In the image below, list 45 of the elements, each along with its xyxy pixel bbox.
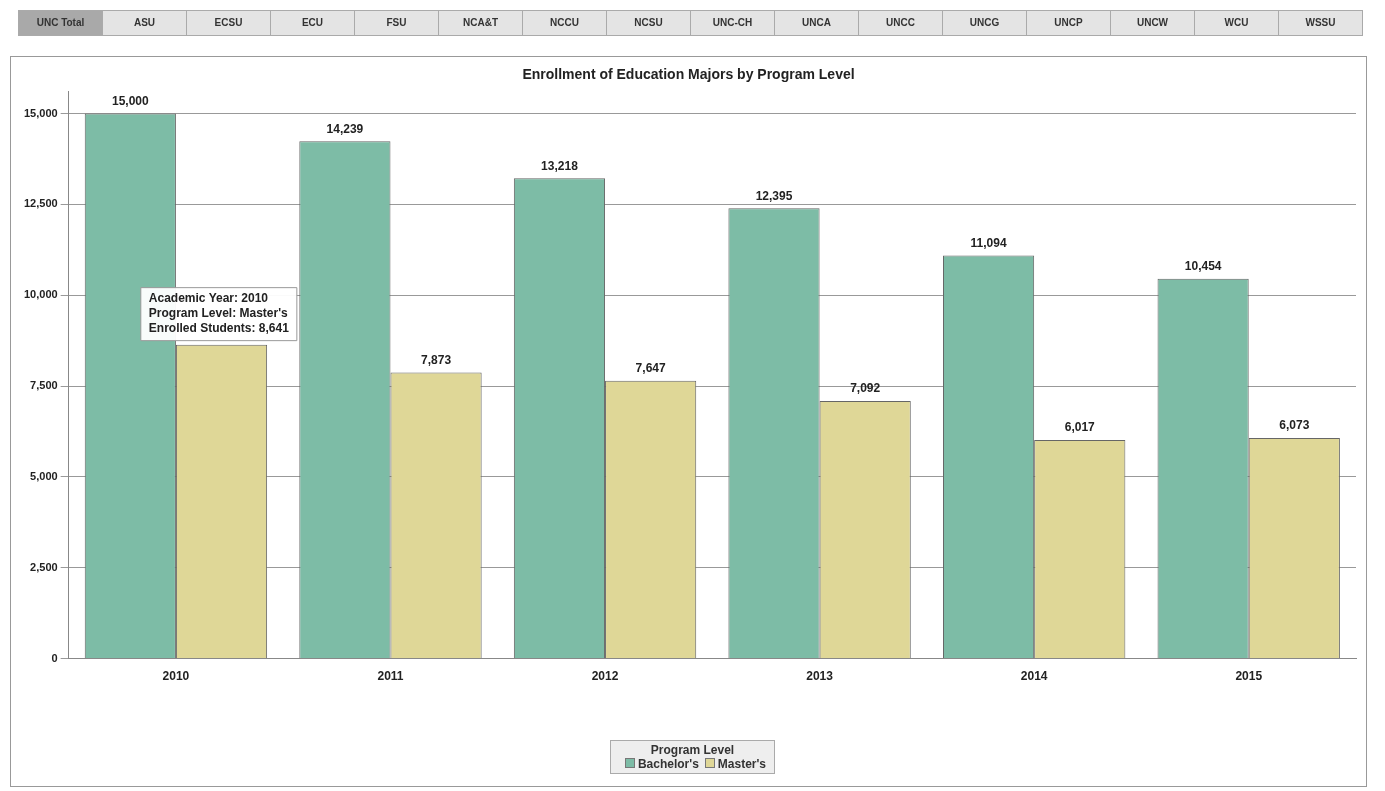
data-label: 7,873: [421, 352, 452, 367]
data-label: 6,073: [1279, 418, 1310, 433]
legend-label: Master's: [717, 757, 767, 771]
y-tick-label: 15,000: [23, 106, 58, 119]
data-label: 15,000: [111, 93, 150, 108]
legend-label: Bachelor's: [637, 757, 699, 771]
y-tick-label: 0: [51, 651, 58, 664]
text: ECU: [270, 10, 355, 36]
text: UNCW: [1110, 10, 1195, 36]
text: UNCC: [858, 10, 943, 36]
text: UNC-CH: [690, 10, 775, 36]
chart-title: Enrollment of Education Majors by Program Level: [522, 66, 855, 83]
x-tick-label: 2015: [1235, 669, 1263, 684]
data-label: 7,647: [635, 361, 666, 376]
text: UNCP: [1026, 10, 1111, 36]
text: UNCA: [774, 10, 859, 36]
y-tick-label: 12,500: [23, 197, 58, 210]
y-tick-label: 5,000: [30, 469, 58, 482]
text: UNCG: [942, 10, 1027, 36]
text: NCSU: [606, 10, 691, 36]
text: FSU: [354, 10, 439, 36]
text: UNC Total: [18, 10, 103, 36]
text: WSSU: [1278, 10, 1363, 36]
data-label: 10,454: [1184, 259, 1222, 274]
annotation: Academic Year: 2010 Program Level: Master's Enrolled Students: 8,641: [148, 290, 290, 335]
data-label: 11,094: [970, 235, 1007, 250]
x-tick-label: 2011: [377, 669, 404, 684]
y-tick-label: 7,500: [30, 379, 58, 392]
text: NCA&T: [438, 10, 523, 36]
text: WCU: [1194, 10, 1279, 36]
text: ASU: [102, 10, 187, 36]
x-tick-label: 2010: [162, 669, 190, 684]
y-tick-label: 2,500: [30, 560, 58, 573]
text: ECSU: [186, 10, 271, 36]
data-label: 7,092: [850, 381, 881, 396]
data-label: 6,017: [1064, 420, 1096, 435]
x-tick-label: 2012: [591, 669, 619, 684]
x-tick-label: 2013: [806, 669, 834, 684]
y-tick-label: 10,000: [23, 288, 58, 301]
data-label: 14,239: [326, 121, 364, 136]
legend-title: Program Level: [649, 743, 736, 757]
x-tick-label: 2014: [1020, 669, 1048, 684]
data-label: 13,218: [541, 158, 579, 173]
data-label: 12,395: [755, 188, 793, 203]
text: NCCU: [522, 10, 607, 36]
